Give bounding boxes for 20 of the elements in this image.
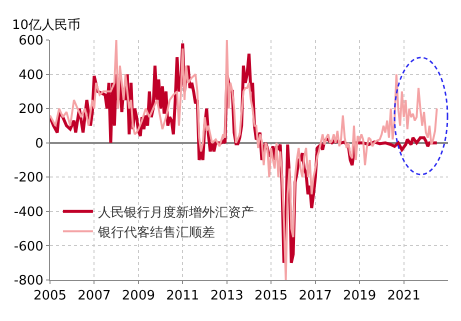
y-tick-label: -800 <box>14 274 44 289</box>
y-axis-title: 10亿人民币 <box>12 18 81 33</box>
x-tick-label: 2017 <box>298 288 332 304</box>
y-tick-label: 400 <box>18 68 44 83</box>
x-tick-label: 2015 <box>254 288 288 304</box>
y-tick-label: 200 <box>18 102 44 118</box>
y-tick-label: 0 <box>35 136 44 152</box>
x-tick-label: 2007 <box>78 288 111 304</box>
x-tick-label: 2011 <box>166 288 200 304</box>
x-tick-label: 2005 <box>33 288 67 304</box>
y-tick-label: -600 <box>14 239 44 254</box>
x-tick-label: 2021 <box>387 288 420 304</box>
y-tick-label: 600 <box>18 34 44 49</box>
legend-label: 人民银行月度新增外汇资产 <box>98 204 254 220</box>
x-tick-label: 2013 <box>210 288 244 304</box>
x-tick-label: 2009 <box>122 288 155 304</box>
legend-label: 银行代客结售汇顺差 <box>96 224 215 240</box>
y-tick-label: -200 <box>14 170 44 186</box>
x-tick-label: 2019 <box>343 288 376 304</box>
y-tick-label: -400 <box>14 204 44 220</box>
